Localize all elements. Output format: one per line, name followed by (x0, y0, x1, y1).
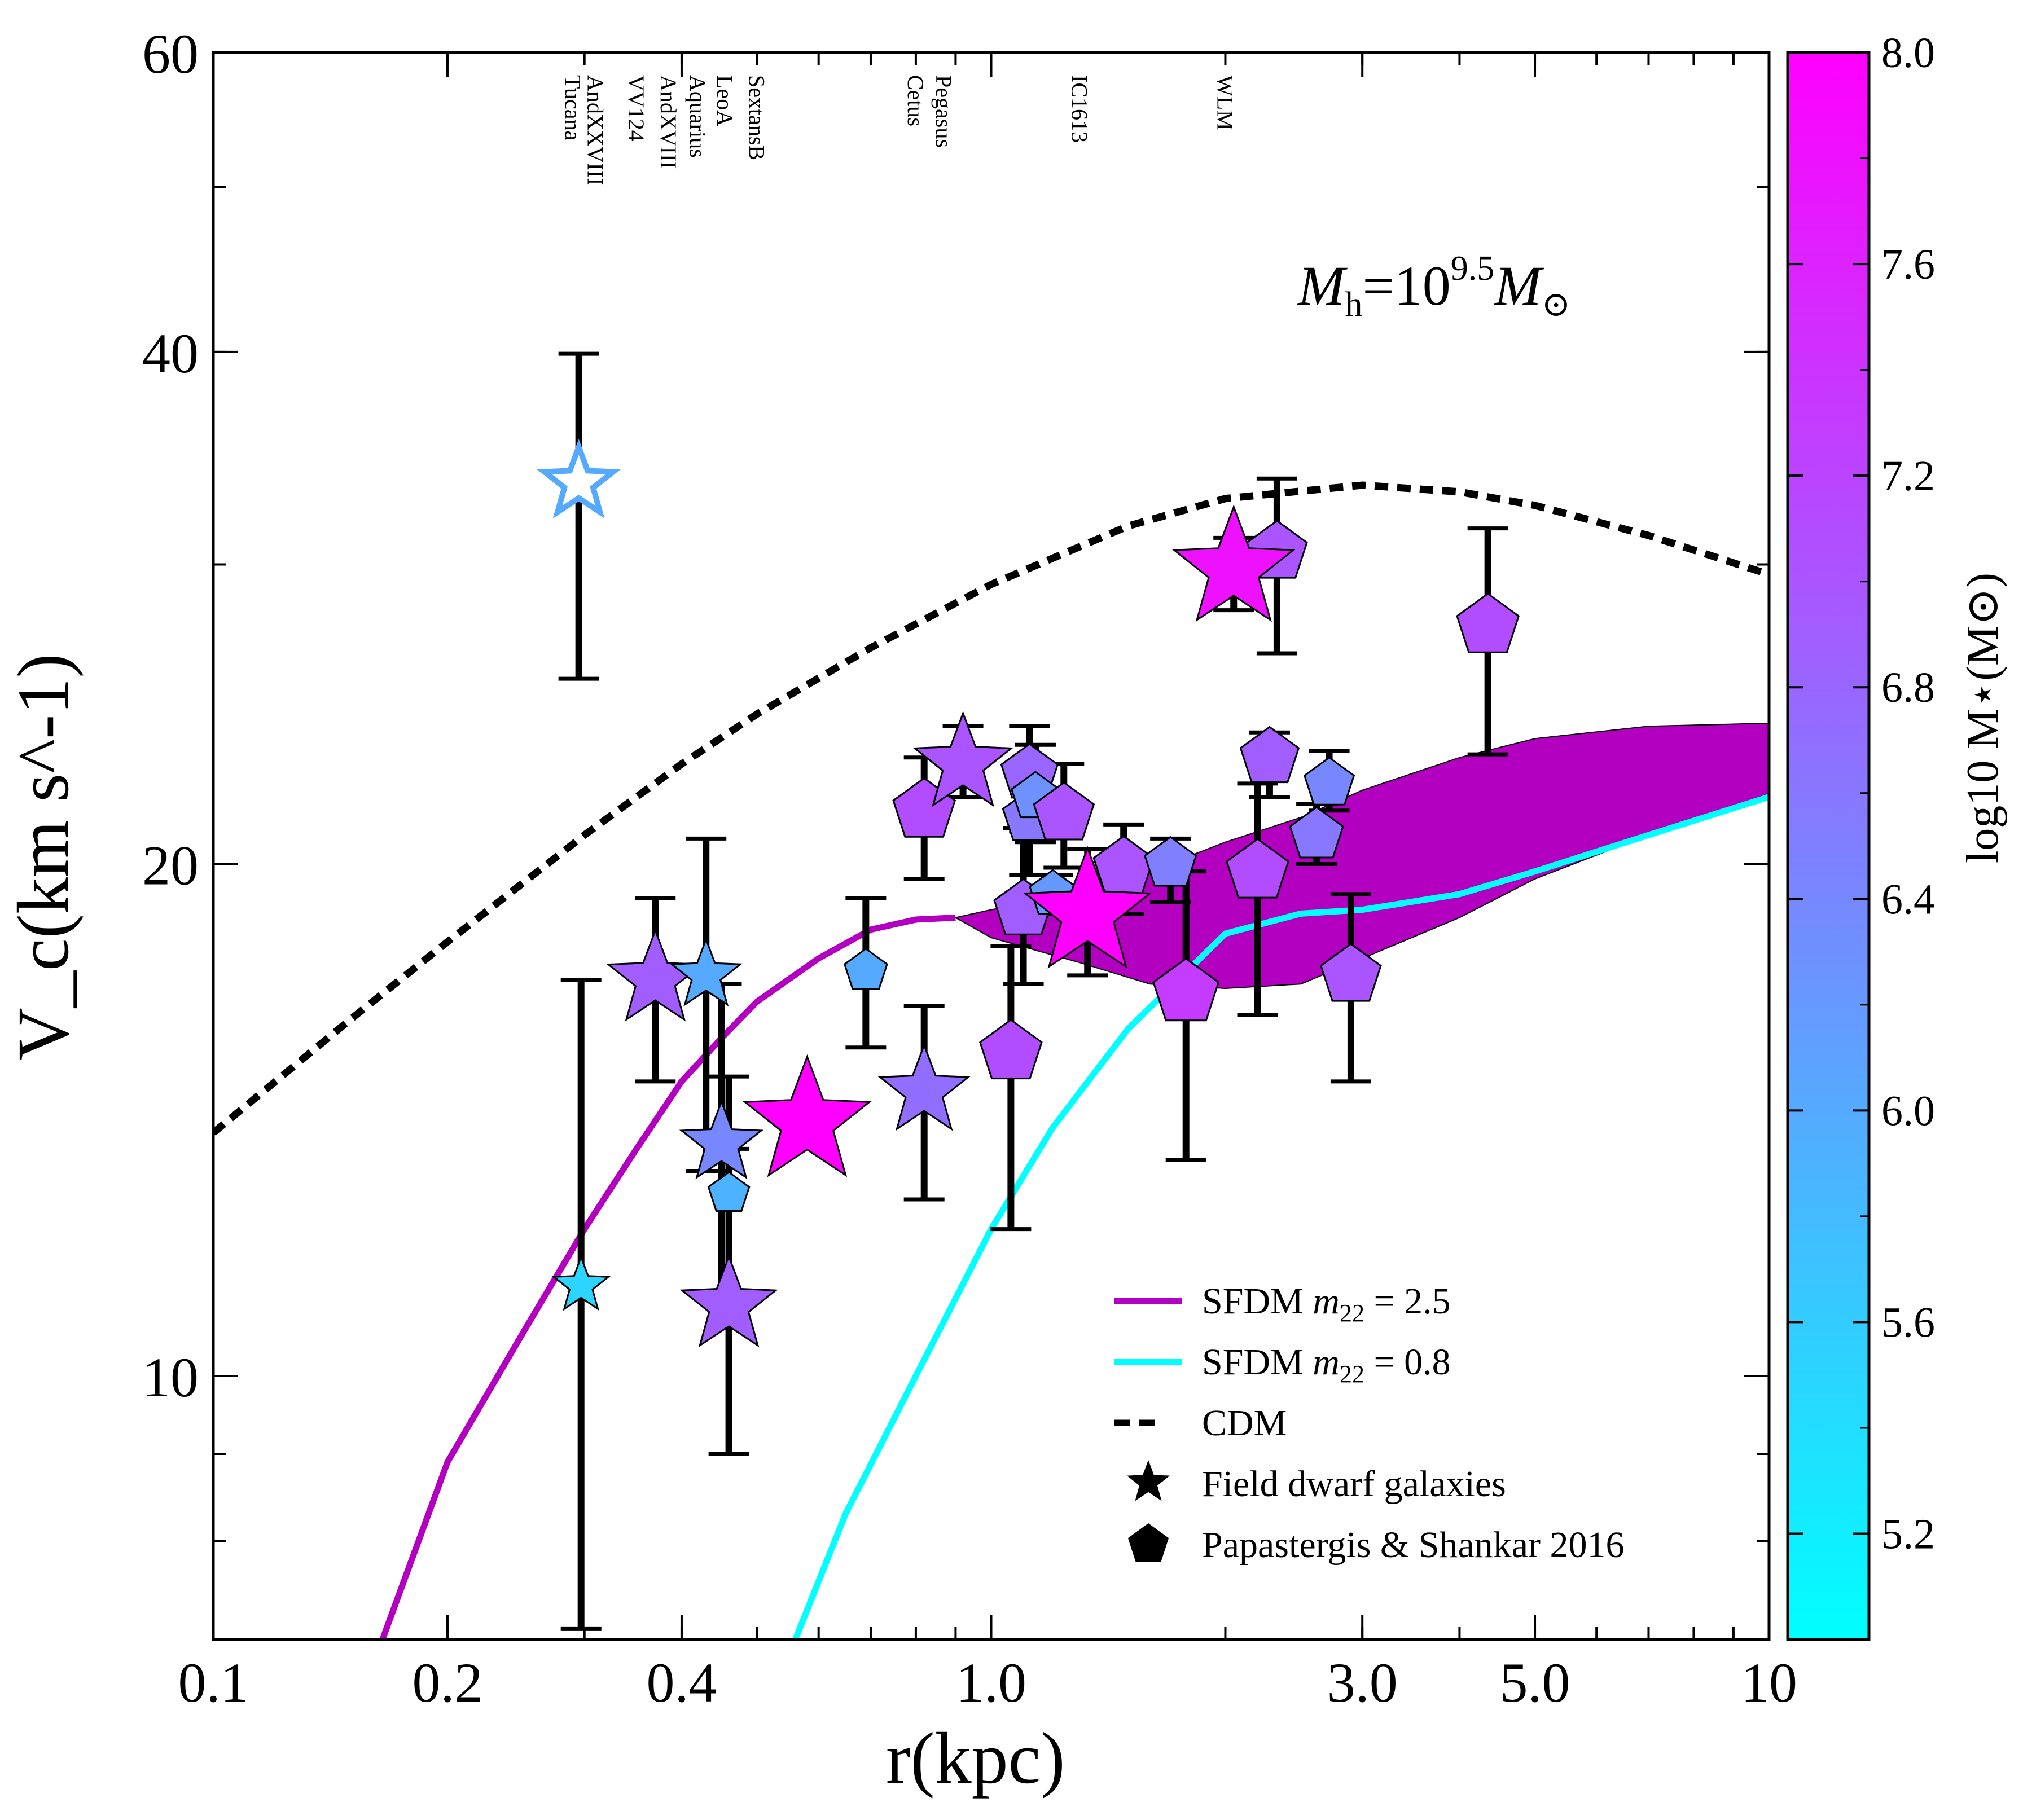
annotation-mid: =10 (1362, 254, 1450, 317)
galaxy-label-pegasus: Pegasus (931, 75, 956, 148)
cbar-tick-label-7: 8.0 (1881, 29, 1935, 77)
legend-label-1: SFDM m22 = 0.8 (1202, 1342, 1451, 1388)
cbar-tick-label-4: 6.8 (1881, 664, 1935, 711)
cbar-tick-label-5: 7.2 (1881, 452, 1935, 500)
legend-label-0: SFDM m22 = 2.5 (1202, 1281, 1451, 1327)
galaxy-label-ic1613: IC1613 (1067, 75, 1092, 143)
star-marker-4 (679, 1099, 764, 1180)
pentagon-marker-17 (1303, 756, 1355, 806)
y-axis-label: V_c(km s^-1) (3, 653, 84, 1061)
x-axis-label: r(kpc) (886, 1718, 1065, 1799)
pentagon-marker-9 (1033, 781, 1095, 841)
series-cdm (213, 481, 1769, 1136)
galaxy-label-aquarius: Aquarius (685, 75, 710, 158)
pentagon-marker-18 (1320, 943, 1382, 1002)
star-marker-5 (679, 1254, 778, 1348)
pentagon-marker-16 (1289, 806, 1344, 859)
legend: SFDM m22 = 2.5 SFDM m22 = 0.8 CDM Field dw… (1114, 1281, 1625, 1566)
legend-item-3: Field dwarf galaxies (1127, 1460, 1506, 1505)
star-marker-9 (1023, 846, 1152, 969)
star-marker-7 (877, 1043, 971, 1131)
cbar-tick-label-0: 5.2 (1881, 1510, 1935, 1558)
pentagon-marker-10 (1092, 835, 1155, 894)
axis-ticks: 0.1 0.2 0.4 1.0 3.0 5.0 10 10 20 40 60 (142, 23, 1797, 1714)
legend-item-4: Papastergis & Shankar 2016 (1127, 1523, 1625, 1566)
cbar-tick-label-3: 6.4 (1881, 876, 1935, 923)
colorbar: 5.2 5.6 6.0 6.4 6.8 7.2 7.6 8.0 log10 M⋆(M⊙) (1786, 29, 2008, 1641)
halo-mass-annotation: Mh=109.5M⊙ (1297, 249, 1570, 324)
legend-star-icon (1127, 1460, 1170, 1501)
x-tick-label-4: 3.0 (1327, 1651, 1398, 1714)
pentagon-marker-1 (843, 947, 888, 990)
pentagon-marker-19 (1456, 592, 1520, 653)
legend-label-2: CDM (1202, 1403, 1287, 1444)
legend-pentagon-icon (1127, 1523, 1169, 1562)
legend-label-3: Field dwarf galaxies (1202, 1463, 1506, 1505)
colorbar-label: log10 M⋆(M⊙) (1958, 573, 2008, 863)
plot-area: 0.1 0.2 0.4 1.0 3.0 5.0 10 10 20 40 60 TucanaAndXX… (142, 23, 1797, 1714)
x-tick-label-5: 5.0 (1500, 1651, 1570, 1714)
star-marker-10 (1171, 504, 1296, 622)
annotation-sub: h (1345, 285, 1362, 324)
annotation-prefix: M (1297, 254, 1348, 317)
cbar-tick-label-1: 5.6 (1881, 1299, 1935, 1346)
star-marker-1 (551, 1254, 611, 1311)
y-tick-label-3: 60 (142, 23, 199, 85)
galaxy-label-sextansb: SextansB (744, 75, 770, 160)
galaxy-label-tucana: Tucana (560, 75, 585, 141)
data-markers (537, 439, 1520, 1348)
colorbar-gradient (1786, 51, 1871, 1641)
x-tick-label-0: 0.1 (178, 1651, 249, 1714)
star-marker-3 (669, 937, 743, 1006)
annotation-sun-symbol: ⊙ (1542, 285, 1571, 324)
star-marker-6 (743, 1054, 872, 1177)
galaxy-label-wlm: WLM (1213, 75, 1238, 130)
series-sfdm-m22-2-5 (379, 915, 956, 1639)
star-marker-8 (912, 711, 1014, 807)
pentagon-marker-14 (1239, 726, 1300, 784)
star-errorbar-1 (560, 978, 602, 1631)
annotation-suffix: M (1493, 254, 1544, 317)
y-tick-label-1: 20 (142, 834, 199, 896)
pentagon-marker-13 (1226, 838, 1289, 899)
x-tick-label-1: 0.2 (412, 1651, 482, 1714)
series-sfdm-m22-0-8 (792, 794, 1769, 1639)
x-tick-label-6: 10 (1741, 1651, 1797, 1714)
cbar-tick-label-6: 7.6 (1881, 241, 1935, 288)
colorbar-ticks: 5.2 5.6 6.0 6.4 6.8 7.2 7.6 8.0 (1788, 29, 1935, 1641)
legend-item-1: SFDM m22 = 0.8 (1114, 1342, 1451, 1388)
galaxy-label-vv124: VV124 (624, 75, 649, 142)
annotation-sup: 9.5 (1451, 249, 1495, 288)
legend-item-0: SFDM m22 = 2.5 (1114, 1281, 1451, 1327)
pentagon-marker-11 (1144, 836, 1197, 887)
galaxy-label-andxxviii: AndXXVIII (582, 75, 608, 186)
y-tick-label-2: 40 (142, 322, 199, 385)
galaxy-label-leoa: LeoA (712, 75, 738, 126)
galaxy-label-cetus: Cetus (903, 75, 928, 126)
star-marker-0 (537, 439, 621, 519)
star-errorbar-0 (558, 351, 599, 681)
y-tick-label-0: 10 (142, 1346, 199, 1409)
cbar-tick-label-2: 6.0 (1881, 1087, 1935, 1135)
pentagon-marker-3 (979, 1018, 1043, 1080)
pentagon-marker-12 (1152, 957, 1220, 1022)
model-curves (213, 481, 1769, 1639)
pentagon-marker-0 (707, 1171, 751, 1212)
legend-label-4: Papastergis & Shankar 2016 (1202, 1524, 1625, 1566)
pentagon-errorbar-3 (990, 944, 1032, 1232)
x-tick-label-2: 0.4 (646, 1651, 717, 1714)
galaxy-label-andxviii: AndXVIII (656, 75, 681, 169)
x-tick-label-3: 1.0 (956, 1651, 1026, 1714)
legend-item-2: CDM (1114, 1403, 1287, 1444)
